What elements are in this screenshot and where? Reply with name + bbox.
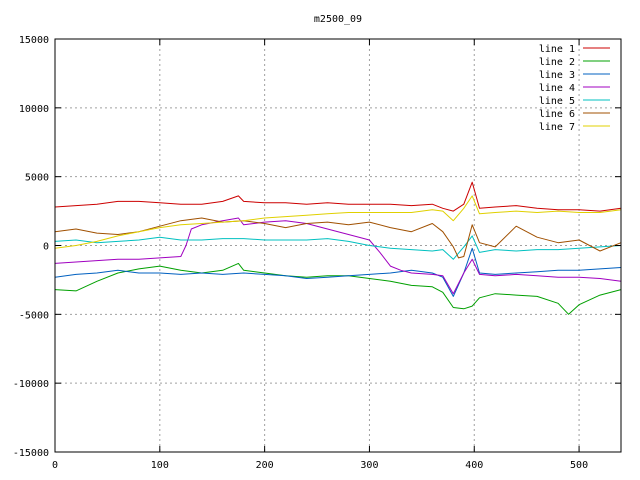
- chart-title: m2500_09: [314, 14, 362, 25]
- series-line-7: [54, 195, 622, 249]
- series-line-1: [54, 181, 622, 212]
- y-tick-label-2: -5000: [19, 310, 49, 321]
- y-tick-label-5: 10000: [19, 104, 49, 115]
- grid-lines: [55, 39, 621, 452]
- y-tick-label-6: 15000: [19, 35, 49, 46]
- x-tick-label-2: 200: [256, 460, 274, 471]
- axis-ticks: 0 100 200 300 400 500 -15000 -10000 -5000 0 5000 10…: [13, 35, 621, 471]
- legend-label-6: line 6: [539, 109, 575, 120]
- legend-label-5: line 5: [539, 96, 575, 107]
- y-tick-label-0: -15000: [13, 448, 49, 459]
- y-tick-label-4: 5000: [25, 173, 49, 184]
- legend: line 1 line 2 line 3 line 4 line 5 line 6 line…: [539, 44, 610, 133]
- series-line-6: [54, 217, 622, 259]
- legend-label-2: line 2: [539, 57, 575, 68]
- legend-label-3: line 3: [539, 70, 575, 81]
- series-line-3: [54, 247, 622, 297]
- series-line-4: [54, 217, 622, 295]
- legend-label-7: line 7: [539, 122, 575, 133]
- y-tick-label-1: -10000: [13, 379, 49, 390]
- x-tick-label-0: 0: [52, 460, 58, 471]
- legend-label-1: line 1: [539, 44, 575, 55]
- series-line-2: [54, 262, 622, 315]
- plot-area: [54, 181, 622, 315]
- y-tick-label-3: 0: [43, 242, 49, 253]
- legend-label-4: line 4: [539, 83, 575, 94]
- x-tick-label-5: 500: [570, 460, 588, 471]
- x-tick-label-3: 300: [360, 460, 378, 471]
- series-line-5: [54, 235, 622, 260]
- x-tick-label-1: 100: [151, 460, 169, 471]
- x-tick-label-4: 400: [465, 460, 483, 471]
